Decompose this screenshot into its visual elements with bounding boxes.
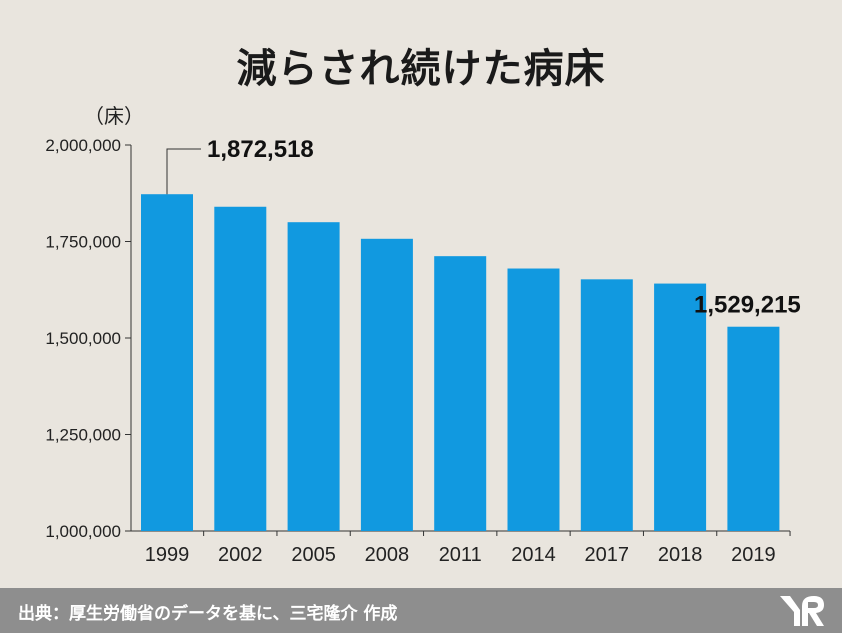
x-tick-label: 2002 bbox=[218, 544, 263, 566]
y-tick-label: 1,750,000 bbox=[45, 233, 121, 252]
x-tick-label: 2011 bbox=[439, 544, 482, 566]
publisher-logo-icon bbox=[780, 596, 824, 626]
x-tick-label: 2019 bbox=[731, 544, 776, 566]
bar bbox=[141, 194, 193, 531]
data-label: 1,529,215 bbox=[694, 292, 801, 319]
bar bbox=[507, 268, 560, 531]
bar bbox=[360, 238, 413, 531]
x-tick-label: 2014 bbox=[511, 544, 556, 566]
y-tick-label: 1,500,000 bbox=[45, 329, 121, 348]
annotation-leader-line bbox=[166, 148, 201, 195]
bar bbox=[434, 256, 487, 531]
x-tick-label: 1999 bbox=[145, 544, 190, 566]
bar bbox=[654, 283, 707, 531]
y-tick-label: 2,000,000 bbox=[45, 136, 121, 155]
bar bbox=[727, 326, 780, 531]
footer-bar: 出典：厚生労働省のデータを基に、三宅隆介 作成 bbox=[0, 588, 842, 633]
y-tick-label: 1,250,000 bbox=[45, 426, 121, 445]
data-label: 1,872,518 bbox=[207, 136, 314, 163]
source-note: 出典：厚生労働省のデータを基に、三宅隆介 作成 bbox=[18, 604, 398, 624]
bar bbox=[287, 222, 340, 531]
bar bbox=[580, 279, 633, 531]
bar bbox=[214, 206, 267, 531]
x-tick-label: 2008 bbox=[365, 544, 410, 566]
unit-label: （床） bbox=[84, 104, 144, 128]
bar-chart: 1,000,000 1,250,000 1,500,000 1,750,000 2,00… bbox=[45, 136, 801, 566]
y-tick-label: 1,000,000 bbox=[45, 522, 121, 541]
x-tick-label: 2018 bbox=[658, 544, 703, 566]
x-tick-label: 2005 bbox=[291, 544, 336, 566]
chart-title: 減らされ続けた病床 bbox=[236, 46, 606, 92]
x-tick-label: 2017 bbox=[585, 544, 630, 566]
